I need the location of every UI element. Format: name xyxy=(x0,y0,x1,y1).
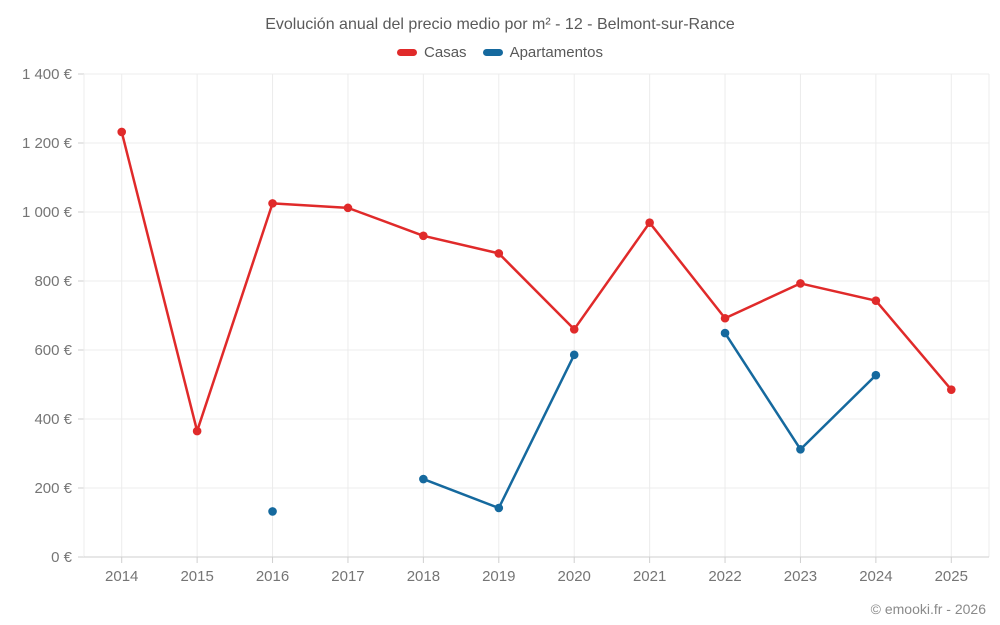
y-tick-label: 800 € xyxy=(34,273,72,290)
data-point-casas-2017[interactable] xyxy=(343,203,353,213)
legend-item-apartamentos[interactable]: Apartamentos xyxy=(482,44,603,61)
y-tick-label: 400 € xyxy=(34,411,72,428)
data-point-casas-2024[interactable] xyxy=(871,296,881,305)
data-point-casas-2015[interactable] xyxy=(192,426,202,436)
chart-legend: Casas Apartamentos xyxy=(0,44,1000,61)
data-point-casas-2016[interactable] xyxy=(268,199,277,208)
legend-label-casas: Casas xyxy=(424,44,467,61)
x-tick-label: 2023 xyxy=(784,568,817,585)
x-tick-label: 2019 xyxy=(482,568,515,585)
y-tick-label: 600 € xyxy=(34,342,72,359)
legend-label-apartamentos: Apartamentos xyxy=(509,44,603,61)
data-point-casas-2025[interactable] xyxy=(946,385,956,394)
data-point-apartamentos-2019[interactable] xyxy=(494,503,504,513)
series-line-casas xyxy=(120,130,953,433)
chart-title: Evolución anual del precio medio por m² … xyxy=(265,16,735,33)
legend-swatch-casas-icon xyxy=(397,49,418,56)
x-tick-label: 2020 xyxy=(558,568,591,585)
data-point-casas-2019[interactable] xyxy=(494,249,504,258)
x-tick-label: 2025 xyxy=(935,568,968,585)
x-tick-label: 2022 xyxy=(708,568,741,585)
data-point-casas-2018[interactable] xyxy=(419,231,428,241)
x-tick-label: 2021 xyxy=(633,568,666,585)
y-tick-label: 1 200 € xyxy=(22,135,73,152)
copyright-note: © emooki.fr - 2026 xyxy=(870,601,986,617)
x-tick-label: 2018 xyxy=(407,568,440,585)
data-point-casas-2021[interactable] xyxy=(645,218,654,227)
y-tick-label: 1 000 € xyxy=(22,204,73,221)
legend-item-casas[interactable]: Casas xyxy=(397,44,467,61)
x-tick-label: 2024 xyxy=(859,568,892,585)
x-tick-label: 2015 xyxy=(180,568,213,585)
data-point-apartamentos-2016[interactable] xyxy=(268,507,277,516)
x-tick-label: 2017 xyxy=(331,568,364,585)
data-point-apartamentos-2024[interactable] xyxy=(871,370,881,380)
data-point-apartamentos-2023[interactable] xyxy=(796,445,805,454)
data-point-apartamentos-2022[interactable] xyxy=(720,328,730,338)
y-tick-label: 1 400 € xyxy=(22,66,73,83)
y-tick-label: 200 € xyxy=(34,480,72,497)
data-point-apartamentos-2018[interactable] xyxy=(419,474,428,484)
x-tick-label: 2016 xyxy=(256,568,289,585)
data-point-casas-2020[interactable] xyxy=(569,325,579,334)
x-tick-label: 2014 xyxy=(105,568,138,585)
data-point-casas-2023[interactable] xyxy=(796,279,805,288)
data-point-casas-2014[interactable] xyxy=(117,127,127,137)
data-point-apartamentos-2020[interactable] xyxy=(569,350,579,360)
y-tick-label: 0 € xyxy=(51,549,73,566)
data-point-casas-2022[interactable] xyxy=(720,313,730,323)
legend-swatch-apartamentos-icon xyxy=(482,49,503,56)
